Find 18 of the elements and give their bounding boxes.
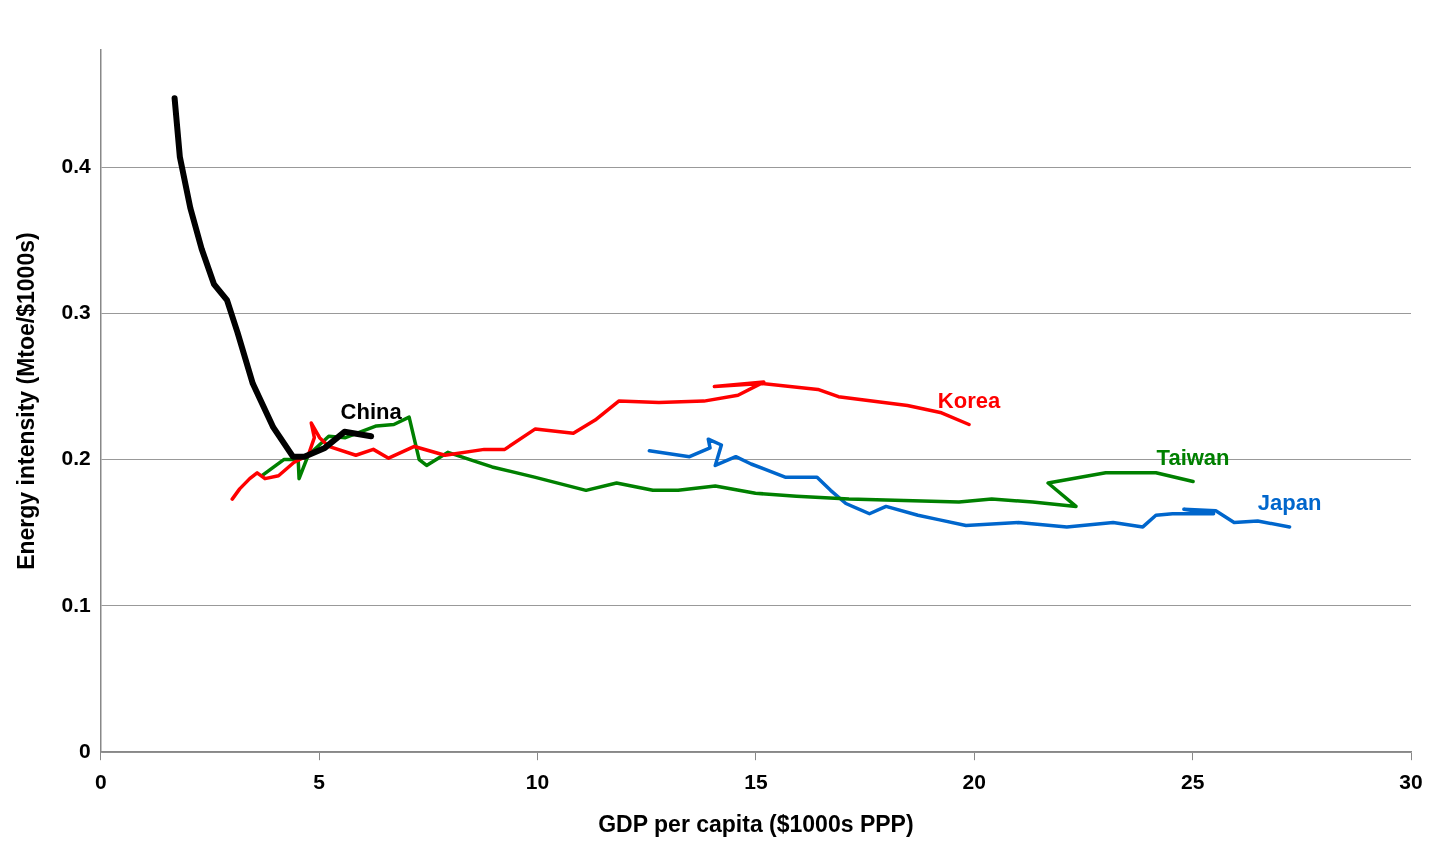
x-tick-label: 15 [744,769,768,793]
y-tick-label: 0.3 [61,300,91,324]
x-axis-title: GDP per capita ($1000s PPP) [598,810,914,837]
y-axis-title: Energy intensity (Mtoe/$1000s) [13,232,40,570]
x-tick-label: 20 [962,769,986,793]
x-tick-label: 10 [525,769,550,793]
y-tick-label: 0.4 [61,153,92,177]
x-tick-label: 25 [1180,769,1205,793]
series-label: China [340,399,403,425]
x-tick-label: 30 [1399,769,1423,793]
x-tick-label: 0 [94,769,107,793]
y-tick-label: 0.1 [61,592,92,616]
y-tick-label: 0 [79,739,91,762]
y-tick-label: 0.2 [61,446,91,470]
series-label: Japan [1257,489,1322,515]
series-label: Taiwan [1156,444,1230,470]
x-tick-label: 5 [313,769,326,793]
series-label: Korea [937,387,1001,413]
